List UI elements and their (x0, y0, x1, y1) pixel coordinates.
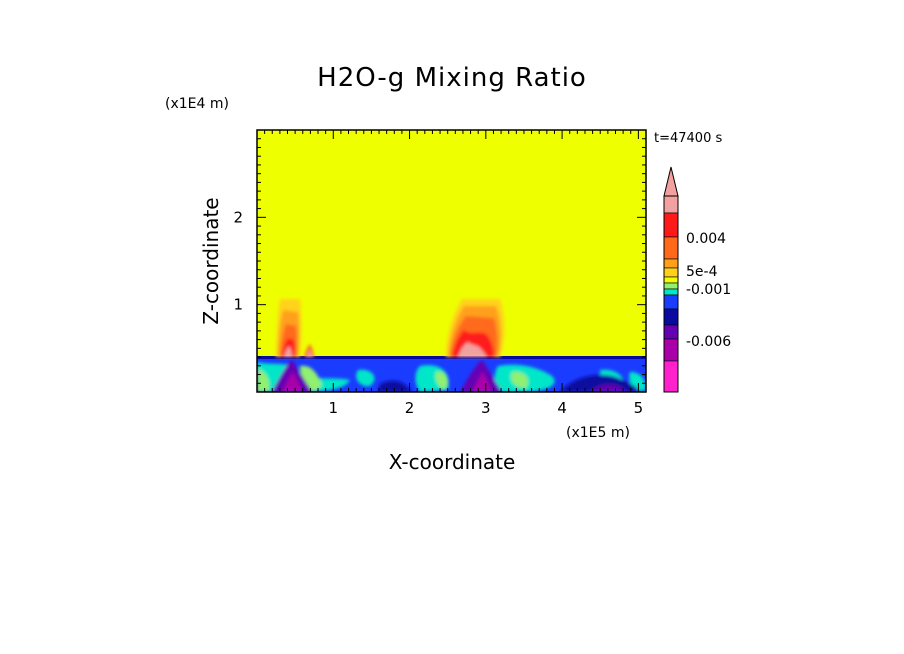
chart-title: H2O-g Mixing Ratio (317, 63, 587, 93)
colorbar: 0.004 5e-4 -0.001 -0.006 (663, 166, 731, 393)
colorbar-cell (663, 338, 679, 362)
colorbar-cell (663, 195, 679, 214)
colorbar-tick-label: -0.006 (686, 334, 731, 350)
colorbar-cell (663, 212, 679, 238)
middle-plume (446, 299, 505, 357)
left-plume (276, 299, 314, 357)
x-tick-label: 5 (634, 399, 644, 417)
x-tick-label: 4 (557, 399, 567, 417)
colorbar-cell (663, 267, 679, 278)
colorbar-labels: 0.004 5e-4 -0.001 -0.006 (686, 231, 731, 350)
colorbar-tick-label: 5e-4 (686, 264, 718, 280)
colorbar-cell (663, 236, 679, 260)
colorbar-cell (663, 294, 679, 310)
y-tick-label: 2 (233, 208, 243, 226)
colorbar-tick-label: -0.001 (686, 282, 731, 298)
boundary-layer-detail (257, 360, 646, 392)
colorbar-cell (663, 360, 679, 393)
colorbar-cell (663, 308, 679, 326)
colorbar-cell (663, 258, 679, 269)
colorbar-frame (663, 195, 679, 393)
plot-area (256, 129, 647, 393)
colorbar-cell (663, 282, 679, 290)
colorbar-arrow (663, 166, 679, 197)
x-tick-label: 2 (405, 399, 415, 417)
y-axis-label: Z-coordinate (199, 197, 223, 324)
x-axis-label: X-coordinate (389, 450, 516, 474)
x-tick-labels: 1 2 3 4 5 (329, 399, 644, 417)
y-tick-labels: 12 (233, 208, 243, 313)
colorbar-tick-label: 0.004 (686, 231, 726, 247)
x-tick-label: 3 (481, 399, 491, 417)
colorbar-cells (663, 195, 679, 393)
time-label: t=47400 s (654, 131, 722, 146)
colorbar-cell (663, 324, 679, 340)
boundary-layer-top-edge (257, 356, 646, 359)
x-tick-label: 1 (329, 399, 339, 417)
colorbar-cell (663, 288, 679, 296)
y-unit-label: (x1E4 m) (165, 96, 229, 112)
axis-ticks (257, 130, 646, 392)
colorbar-cell (663, 276, 679, 284)
y-tick-label: 1 (233, 296, 243, 314)
x-unit-label: (x1E5 m) (566, 425, 630, 441)
